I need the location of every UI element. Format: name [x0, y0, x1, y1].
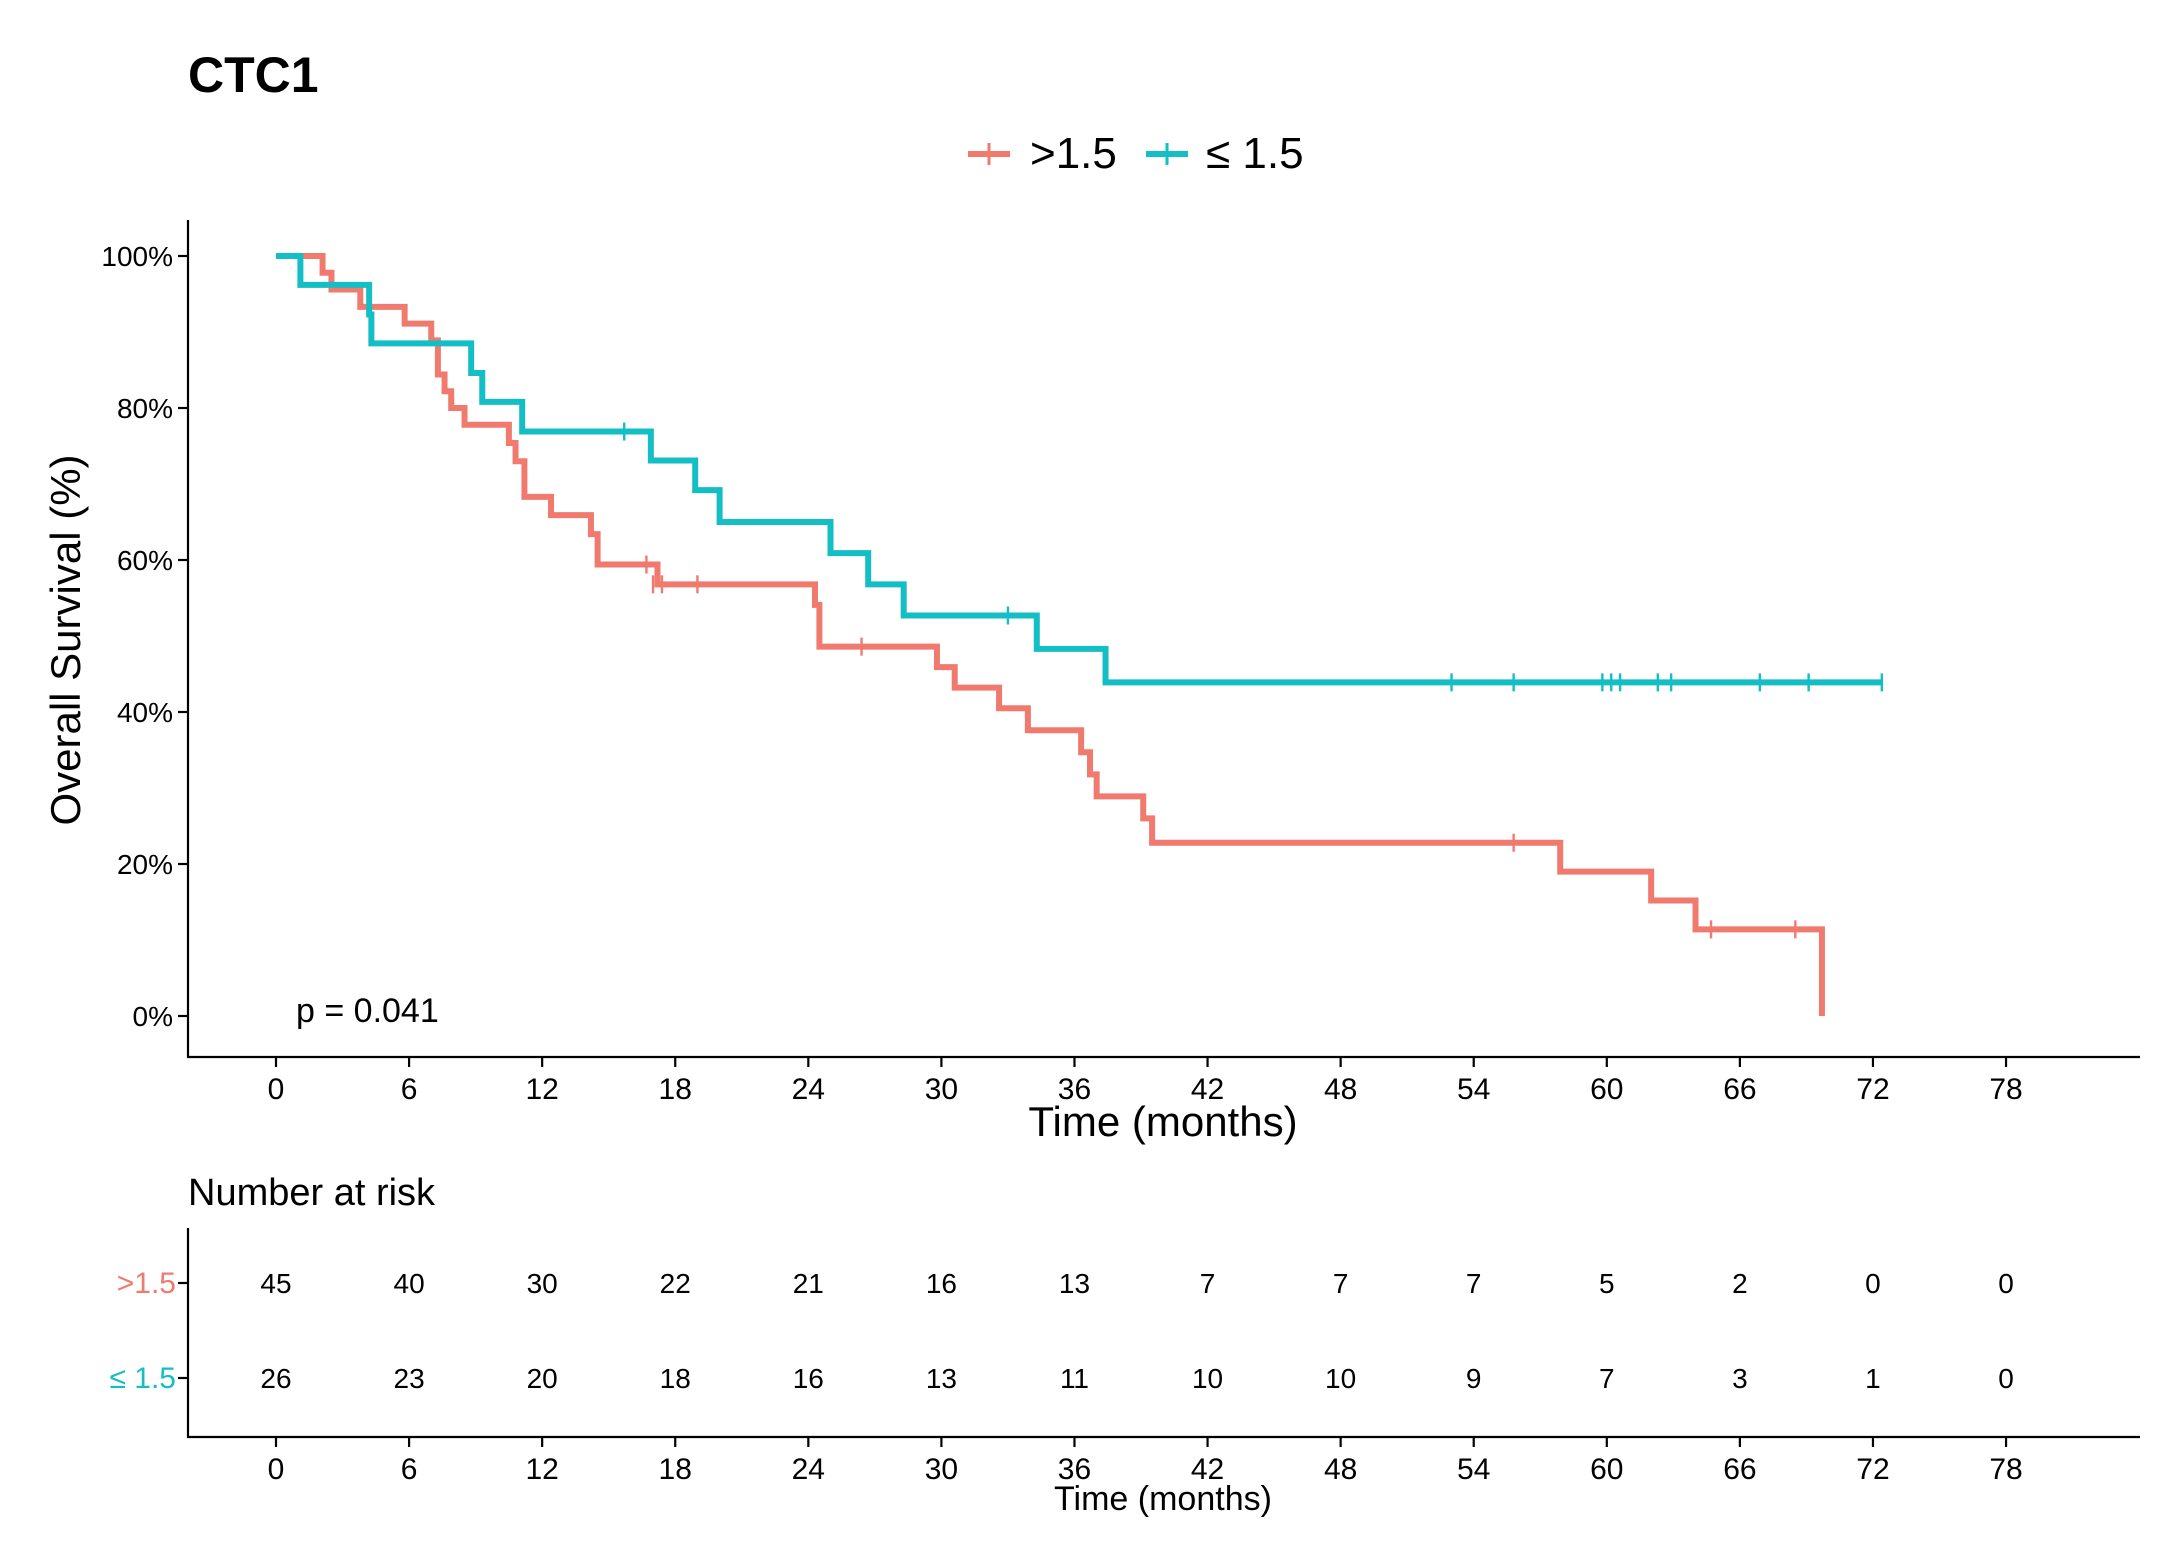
- x-tick-label-6: 6: [401, 1073, 418, 1106]
- chart-title: CTC1: [188, 47, 319, 103]
- y-axis-title: Overall Survival (%): [42, 454, 89, 825]
- risk-value-1-13: 0: [1998, 1363, 2014, 1394]
- x-tick-label-78: 78: [1989, 1073, 2022, 1106]
- risk-x-ticks: 0 6 12 18 24 30 36 42 48 54 60 66 72 78: [268, 1437, 2023, 1486]
- risk-x-tick-label-66: 66: [1723, 1453, 1756, 1486]
- censor-marks: [623, 422, 1884, 939]
- risk-value-1-6: 11: [1060, 1363, 1089, 1394]
- risk-value-0-13: 0: [1998, 1268, 2014, 1299]
- x-tick-label-54: 54: [1457, 1073, 1490, 1106]
- risk-x-tick-label-54: 54: [1457, 1453, 1490, 1486]
- x-tick-label-36: 36: [1058, 1073, 1091, 1106]
- risk-value-0-0: 45: [260, 1268, 291, 1299]
- risk-value-1-2: 20: [527, 1363, 558, 1394]
- x-tick-label-66: 66: [1723, 1073, 1756, 1106]
- risk-x-tick-label-6: 6: [401, 1453, 418, 1486]
- risk-row-label-1: ≤ 1.5: [109, 1362, 176, 1395]
- x-tick-label-24: 24: [792, 1073, 825, 1106]
- risk-value-0-8: 7: [1333, 1268, 1349, 1299]
- x-tick-label-72: 72: [1856, 1073, 1889, 1106]
- y-tick-label-80: 80%: [117, 393, 173, 424]
- curve-series-0: [276, 253, 1825, 1016]
- x-tick-label-60: 60: [1590, 1073, 1623, 1106]
- y-tick-label-0: 0%: [133, 1001, 173, 1032]
- risk-value-0-2: 30: [527, 1268, 558, 1299]
- risk-table-rows: >1.5 45 40 30 22 21 16 13 7 7 7 5 2 0 0≤ 1.5 26 23 20 18 16…: [109, 1267, 2013, 1395]
- risk-x-axis-title: Time (months): [1054, 1480, 1272, 1518]
- x-tick-label-12: 12: [525, 1073, 558, 1106]
- risk-value-1-7: 10: [1192, 1363, 1223, 1394]
- risk-x-tick-label-0: 0: [268, 1453, 285, 1486]
- risk-value-1-12: 1: [1865, 1363, 1881, 1394]
- y-tick-label-40: 40%: [117, 697, 173, 728]
- risk-x-tick-label-72: 72: [1856, 1453, 1889, 1486]
- risk-x-tick-label-48: 48: [1324, 1453, 1357, 1486]
- risk-value-1-8: 10: [1325, 1363, 1356, 1394]
- legend: >1.5 ≤ 1.5: [968, 129, 1304, 178]
- risk-value-1-9: 9: [1466, 1363, 1482, 1394]
- risk-row-label-0: >1.5: [117, 1267, 176, 1300]
- risk-x-tick-label-24: 24: [792, 1453, 825, 1486]
- x-tick-label-18: 18: [659, 1073, 692, 1106]
- risk-value-1-4: 16: [793, 1363, 824, 1394]
- risk-x-tick-label-18: 18: [659, 1453, 692, 1486]
- y-ticks: 0% 20% 40% 60% 80% 100%: [101, 241, 188, 1032]
- risk-value-1-3: 18: [660, 1363, 691, 1394]
- survival-curves: [276, 253, 1882, 1016]
- x-axis-title: Time (months): [1028, 1098, 1297, 1145]
- risk-value-0-12: 0: [1865, 1268, 1881, 1299]
- risk-value-0-4: 21: [793, 1268, 824, 1299]
- p-value: p = 0.041: [296, 992, 439, 1030]
- risk-value-0-5: 16: [926, 1268, 957, 1299]
- legend-label-gt: >1.5: [1030, 129, 1117, 178]
- risk-value-0-1: 40: [394, 1268, 425, 1299]
- y-tick-label-20: 20%: [117, 849, 173, 880]
- risk-table-title: Number at risk: [188, 1172, 436, 1214]
- risk-value-0-3: 22: [660, 1268, 691, 1299]
- risk-value-1-11: 3: [1732, 1363, 1748, 1394]
- x-tick-label-42: 42: [1191, 1073, 1224, 1106]
- risk-value-1-1: 23: [394, 1363, 425, 1394]
- risk-x-tick-label-60: 60: [1590, 1453, 1623, 1486]
- risk-x-tick-label-42: 42: [1191, 1453, 1224, 1486]
- risk-value-1-0: 26: [260, 1363, 291, 1394]
- risk-x-tick-label-12: 12: [525, 1453, 558, 1486]
- x-ticks: 0 6 12 18 24 30 36 42 48 54 60 66 72 78: [268, 1057, 2023, 1106]
- risk-value-1-5: 13: [926, 1363, 957, 1394]
- risk-x-tick-label-36: 36: [1058, 1453, 1091, 1486]
- y-tick-label-60: 60%: [117, 545, 173, 576]
- x-tick-label-0: 0: [268, 1073, 285, 1106]
- curve-series-1: [276, 253, 1882, 686]
- risk-value-0-7: 7: [1200, 1268, 1216, 1299]
- risk-value-0-11: 2: [1732, 1268, 1748, 1299]
- risk-value-0-10: 5: [1599, 1268, 1615, 1299]
- risk-value-0-9: 7: [1466, 1268, 1482, 1299]
- risk-value-0-6: 13: [1059, 1268, 1090, 1299]
- x-tick-label-30: 30: [925, 1073, 958, 1106]
- risk-x-tick-label-30: 30: [925, 1453, 958, 1486]
- risk-value-1-10: 7: [1599, 1363, 1615, 1394]
- risk-x-tick-label-78: 78: [1989, 1453, 2022, 1486]
- x-tick-label-48: 48: [1324, 1073, 1357, 1106]
- y-tick-label-100: 100%: [101, 241, 173, 272]
- legend-label-le: ≤ 1.5: [1206, 129, 1304, 178]
